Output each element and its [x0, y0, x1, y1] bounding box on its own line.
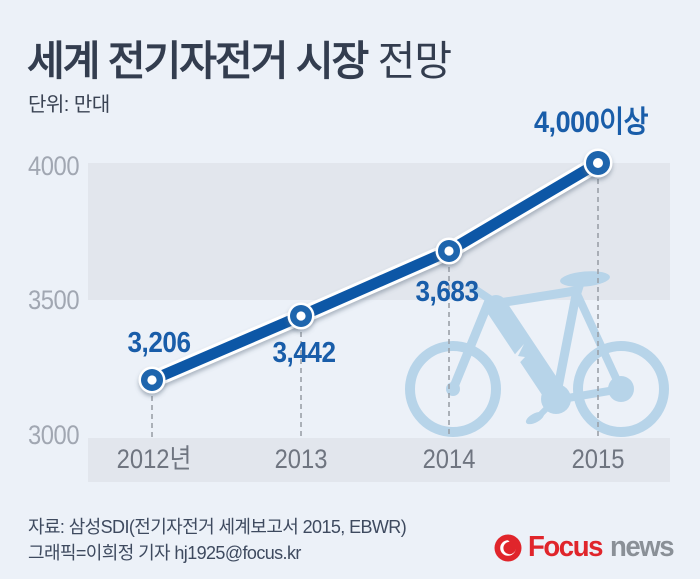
page-title-light: 전망	[367, 38, 452, 84]
year-label-2012: 2012년	[116, 444, 192, 474]
year-label-2015: 2015	[571, 444, 625, 474]
y-tick-3500: 3500	[28, 285, 80, 315]
ebike-front-wheel	[405, 341, 501, 437]
y-tick-4000: 4000	[28, 151, 80, 181]
page-title: 세계 전기자전거 시장 전망	[27, 27, 452, 87]
value-label-2013: 3,442	[272, 337, 336, 369]
unit-label: 단위: 만대	[28, 94, 110, 116]
year-label-2014: 2014	[422, 444, 476, 474]
y-tick-3000: 3000	[28, 420, 80, 450]
data-point-2014	[435, 237, 463, 265]
ebike-pedal	[525, 411, 545, 425]
ebike-graphic	[405, 271, 669, 437]
trend-line	[143, 154, 607, 389]
ebike-saddle	[560, 271, 610, 287]
page-title-strong: 세계 전기자전거 시장	[27, 38, 369, 84]
value-label-2015: 4,000이상	[533, 106, 649, 139]
value-label-2012: 3,206	[127, 327, 191, 359]
focus-news-logo: Focus news	[493, 531, 676, 564]
logo-brand: Focus	[528, 531, 603, 563]
x-axis-strip	[88, 438, 670, 482]
ebike-crank	[538, 396, 559, 417]
data-point-2013	[287, 302, 315, 330]
year-label-2013: 2013	[274, 444, 328, 474]
ebike-top-tube	[488, 286, 580, 309]
credit-text: 그래픽=이희정 기자 hj1925@focus.kr	[28, 543, 301, 563]
value-label-2014: 3,683	[415, 276, 479, 308]
ebike-seat-stay	[574, 292, 625, 393]
data-point-2015	[583, 148, 613, 178]
logo-suffix: news	[609, 531, 675, 563]
source-text: 자료: 삼성SDI(전기자전거 세계보고서 2015, EBWR)	[28, 517, 407, 537]
focus-swirl-icon	[494, 534, 522, 561]
ebike-rear-wheel	[573, 341, 669, 437]
data-point-2012	[138, 366, 166, 394]
ebike-down-tube	[485, 295, 567, 407]
ebike-seat-tube	[551, 285, 582, 403]
drop-lines	[151, 179, 599, 438]
ebike-fork	[448, 296, 494, 394]
ebike-lightning-icon	[509, 344, 525, 374]
data-points	[138, 148, 613, 394]
